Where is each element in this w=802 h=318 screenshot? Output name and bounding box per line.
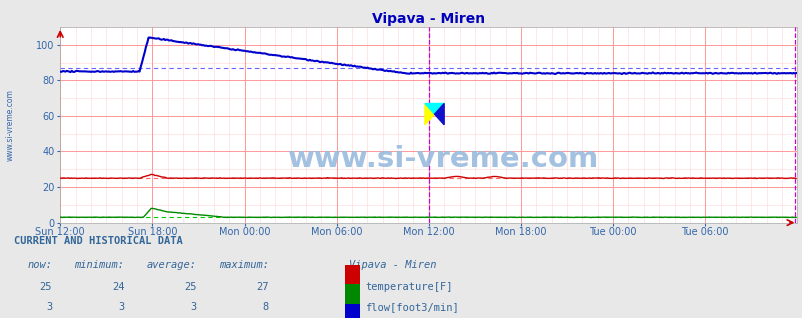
- Text: 25: 25: [184, 282, 196, 292]
- Text: 25: 25: [39, 282, 52, 292]
- Text: flow[foot3/min]: flow[foot3/min]: [365, 302, 459, 312]
- Title: Vipava - Miren: Vipava - Miren: [372, 12, 484, 26]
- Polygon shape: [424, 103, 434, 125]
- Text: average:: average:: [147, 260, 196, 270]
- Polygon shape: [434, 103, 444, 125]
- Bar: [345, 304, 359, 318]
- Text: 24: 24: [111, 282, 124, 292]
- Text: CURRENT AND HISTORICAL DATA: CURRENT AND HISTORICAL DATA: [14, 236, 183, 246]
- Text: temperature[F]: temperature[F]: [365, 282, 452, 292]
- Text: minimum:: minimum:: [75, 260, 124, 270]
- Text: now:: now:: [27, 260, 52, 270]
- Text: 8: 8: [262, 302, 269, 312]
- Polygon shape: [424, 103, 444, 114]
- Text: 3: 3: [46, 302, 52, 312]
- Bar: [345, 284, 359, 304]
- Text: Vipava - Miren: Vipava - Miren: [349, 260, 436, 270]
- Text: 27: 27: [256, 282, 269, 292]
- Text: 3: 3: [190, 302, 196, 312]
- Text: maximum:: maximum:: [219, 260, 269, 270]
- Text: 3: 3: [118, 302, 124, 312]
- Text: www.si-vreme.com: www.si-vreme.com: [288, 145, 598, 173]
- Bar: [345, 265, 359, 284]
- Text: www.si-vreme.com: www.si-vreme.com: [6, 89, 14, 161]
